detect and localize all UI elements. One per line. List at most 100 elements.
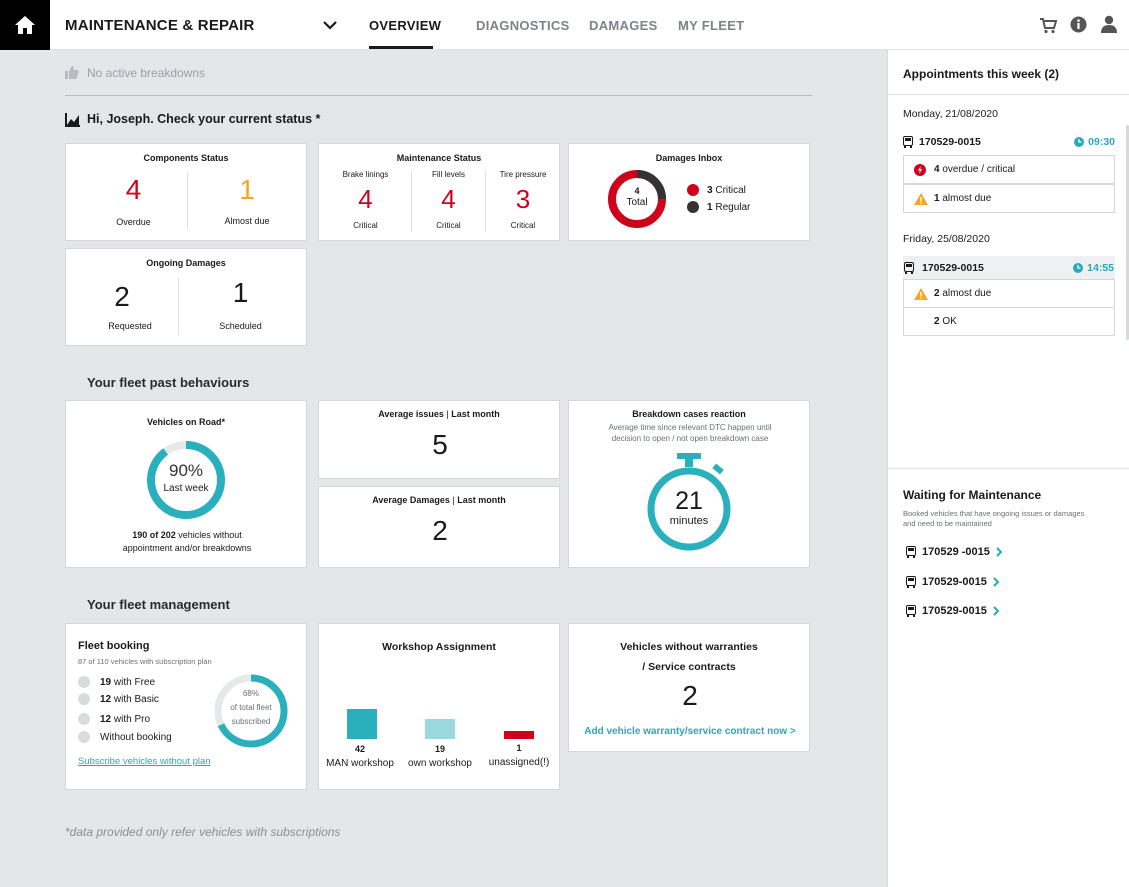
greeting: Hi, Joseph. Check your current status * (87, 112, 321, 126)
avg-issues-value: 5 (432, 429, 448, 460)
vehicles-count: 190 of 202 (132, 530, 176, 540)
chart-icon (65, 113, 80, 127)
booking-label: with Free (113, 676, 156, 688)
divider (888, 468, 1129, 469)
booking-row-pro: 12 with Pro (78, 713, 150, 725)
separator (187, 172, 188, 230)
waiting-vehicle-item[interactable]: 170529-0015 (906, 605, 1000, 617)
components-status-card[interactable]: Components Status 4 Overdue 1 Almost due (65, 143, 307, 241)
damages-inbox-card[interactable]: Damages Inbox 4 Total 3 Critical 1 Regul… (568, 143, 810, 241)
truck-icon (906, 546, 916, 558)
booking-percent: 68% (242, 689, 259, 698)
waiting-vehicle-item[interactable]: 170529 -0015 (906, 546, 1003, 558)
average-issues-card[interactable]: Average issues | Last month 5 (318, 400, 560, 479)
vehicle-id: 170529 -0015 (922, 546, 990, 558)
appointment-date: Monday, 21/08/2020 (903, 108, 998, 120)
vehicles-period: Last week (163, 483, 209, 494)
appointment-vehicle[interactable]: 170529-0015 14:55 (903, 256, 1115, 280)
chevron-right-icon (993, 606, 1000, 616)
card-title: Average issues | Last month (378, 409, 500, 419)
critical-label: Critical (715, 184, 746, 196)
warranty-card[interactable]: Vehicles without warranties / Service co… (568, 623, 810, 752)
ongoing-damages-card[interactable]: Ongoing Damages 2 Requested 1 Scheduled (65, 248, 307, 346)
fleet-booking-card[interactable]: Fleet booking 87 of 110 vehicles with su… (65, 623, 307, 790)
avg-issues-title: Average issues (378, 409, 444, 419)
chevron-down-icon[interactable] (322, 17, 338, 33)
divider (65, 95, 812, 96)
card-title: Maintenance Status (396, 153, 482, 163)
booking-label: with Basic (113, 693, 159, 705)
truck-icon (906, 605, 916, 617)
brake-linings-value: 4 (358, 184, 373, 214)
status-dot (78, 693, 90, 705)
issue-count: 2 (934, 288, 940, 299)
warranty-value: 2 (682, 680, 698, 711)
breakdown-status: No active breakdowns (87, 66, 206, 80)
divider (888, 94, 1129, 95)
breakdown-value: 21 (675, 487, 703, 515)
appointment-issue-row[interactable]: 2 almost due (903, 279, 1115, 308)
appointment-issue-row[interactable]: 4 overdue / critical (903, 155, 1115, 184)
booking-label: with Pro (113, 713, 151, 725)
tab-diagnostics[interactable]: DIAGNOSTICS (476, 18, 570, 33)
info-icon[interactable] (1070, 16, 1087, 33)
waiting-vehicle-item[interactable]: 170529-0015 (906, 576, 1000, 588)
status-dot (78, 731, 90, 743)
breakdown-reaction-card[interactable]: Breakdown cases reaction Average time si… (568, 400, 810, 568)
tab-damages[interactable]: DAMAGES (589, 18, 658, 33)
maintenance-status-card[interactable]: Maintenance Status Brake linings 4 Criti… (318, 143, 560, 241)
card-title: Workshop Assignment (382, 641, 496, 653)
active-tab-indicator (369, 46, 433, 49)
separator (178, 277, 179, 335)
user-icon[interactable] (1101, 15, 1117, 33)
average-damages-card[interactable]: Average Damages | Last month 2 (318, 486, 560, 568)
workshop-bars (347, 709, 534, 739)
tab-my-fleet[interactable]: MY FLEET (678, 18, 745, 33)
card-title: Ongoing Damages (146, 258, 226, 268)
clock-icon (1073, 263, 1084, 273)
critical-count: 3 (707, 184, 713, 196)
booking-count: 19 (100, 676, 112, 688)
breakdown-desc-2: decision to open / not open breakdown ca… (611, 434, 769, 443)
top-bar (0, 0, 1129, 50)
damages-donut (608, 170, 666, 228)
ring-fill (147, 441, 225, 519)
separator (485, 170, 486, 232)
appointment-date: Friday, 25/08/2020 (903, 233, 990, 245)
scrollbar[interactable] (1126, 125, 1129, 340)
damages-total-value: 4 (634, 186, 640, 196)
regular-count: 1 (707, 201, 713, 213)
bar-value: 19 (434, 744, 445, 754)
fill-levels-value: 4 (441, 184, 456, 214)
appointment-issue-row[interactable]: 2 OK (903, 307, 1115, 336)
home-button[interactable] (0, 0, 50, 50)
breakdown-unit: minutes (669, 515, 709, 527)
cart-icon[interactable] (1039, 17, 1057, 34)
overdue-label: Overdue (116, 217, 151, 227)
breakdown-desc-1: Average time since relevant DTC happen u… (608, 423, 772, 432)
workshop-assignment-card[interactable]: Workshop Assignment 42 MAN workshop 19 o… (318, 623, 560, 790)
appointment-issue-row[interactable]: 1 almost due (903, 184, 1115, 213)
card-title: Average Damages | Last month (372, 495, 506, 505)
truck-icon (906, 576, 916, 588)
ring-fill (214, 674, 288, 748)
warning-icon (914, 192, 928, 205)
waiting-desc-1: Booked vehicles that have ongoing issues… (903, 509, 1085, 518)
subscribe-link[interactable]: Subscribe vehicles without plan (78, 756, 211, 767)
damages-total-label: Total (626, 197, 648, 208)
card-title: Damages Inbox (655, 153, 723, 163)
booking-ring (214, 674, 288, 748)
almost-due-label: Almost due (224, 216, 270, 226)
stopwatch-icon (647, 453, 731, 551)
tab-overview[interactable]: OVERVIEW (369, 18, 442, 33)
booking-count: 12 (100, 713, 112, 725)
add-warranty-link[interactable]: Add vehicle warranty/service contract no… (584, 726, 796, 737)
status-dot (78, 713, 90, 725)
vehicles-percent: 90% (168, 461, 204, 480)
booking-row-none: Without booking (78, 731, 172, 743)
bar-own-workshop (425, 719, 455, 739)
appointment-vehicle[interactable]: 170529-0015 09:30 (903, 136, 1115, 148)
booking-row-basic: 12 with Basic (78, 693, 159, 705)
issue-text: almost due (942, 193, 992, 204)
vehicles-on-road-card[interactable]: Vehicles on Road* 90% Last week 190 of 2… (65, 400, 307, 568)
